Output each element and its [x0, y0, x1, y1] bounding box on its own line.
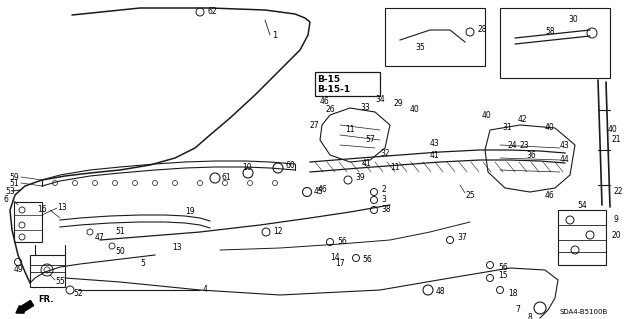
- Text: 2: 2: [381, 184, 386, 194]
- Text: 13: 13: [172, 242, 182, 251]
- Text: 25: 25: [465, 190, 475, 199]
- Text: 43: 43: [560, 140, 570, 150]
- Text: 60: 60: [286, 160, 296, 169]
- Text: 26: 26: [325, 106, 335, 115]
- Text: FR.: FR.: [38, 294, 54, 303]
- Text: 55: 55: [55, 278, 65, 286]
- Text: 30: 30: [568, 16, 578, 25]
- Text: 40: 40: [545, 123, 555, 132]
- Text: 3: 3: [381, 196, 386, 204]
- Text: 29: 29: [393, 100, 403, 108]
- Text: 44: 44: [560, 155, 570, 165]
- Text: 24: 24: [508, 140, 518, 150]
- Text: B-15-1: B-15-1: [317, 85, 350, 94]
- Text: 6: 6: [4, 195, 9, 204]
- Text: 43: 43: [430, 138, 440, 147]
- Text: 61: 61: [222, 174, 232, 182]
- Text: 17: 17: [335, 259, 344, 269]
- Text: 36: 36: [526, 151, 536, 160]
- Text: 11: 11: [390, 164, 399, 173]
- Text: 39: 39: [355, 173, 365, 182]
- Text: 56: 56: [337, 238, 347, 247]
- Text: 21: 21: [612, 136, 621, 145]
- Text: 51: 51: [115, 227, 125, 236]
- Text: 49: 49: [13, 265, 23, 275]
- Text: 40: 40: [482, 112, 492, 121]
- Text: 32: 32: [380, 149, 390, 158]
- Text: 15: 15: [498, 271, 508, 279]
- Bar: [315, 72, 380, 96]
- Text: 12: 12: [273, 227, 282, 236]
- Text: 34: 34: [375, 95, 385, 105]
- Text: 47: 47: [95, 234, 105, 242]
- Text: 1: 1: [272, 31, 277, 40]
- Bar: [558, 210, 606, 265]
- Text: 48: 48: [436, 287, 445, 296]
- Text: B-15: B-15: [317, 76, 340, 85]
- Bar: [14, 202, 42, 242]
- Text: 46: 46: [545, 190, 555, 199]
- Bar: [500, 8, 610, 78]
- Text: 41: 41: [430, 151, 440, 160]
- Text: 9: 9: [614, 216, 619, 225]
- Text: 41: 41: [362, 159, 372, 167]
- Text: 54: 54: [577, 201, 587, 210]
- Text: 5: 5: [140, 258, 145, 268]
- Text: 53: 53: [5, 187, 15, 196]
- Text: 58: 58: [545, 27, 555, 36]
- Text: 18: 18: [508, 288, 518, 298]
- Text: 8: 8: [527, 314, 532, 319]
- Text: 38: 38: [381, 205, 390, 214]
- Text: 42: 42: [518, 115, 527, 124]
- Text: 27: 27: [310, 121, 319, 130]
- Text: 14: 14: [330, 254, 340, 263]
- Text: 57: 57: [365, 136, 375, 145]
- Text: 28: 28: [477, 26, 486, 34]
- Text: 56: 56: [498, 263, 508, 272]
- Text: 51: 51: [9, 179, 19, 188]
- Text: 52: 52: [73, 290, 83, 299]
- Text: 40: 40: [410, 106, 420, 115]
- Text: 20: 20: [612, 231, 621, 240]
- Bar: [30, 255, 65, 287]
- Text: SDA4-B5100B: SDA4-B5100B: [560, 309, 608, 315]
- Text: 45: 45: [314, 188, 324, 197]
- Text: 62: 62: [207, 8, 216, 17]
- Text: 16: 16: [37, 205, 47, 214]
- Text: 46: 46: [320, 98, 330, 107]
- Text: 31: 31: [502, 123, 511, 132]
- Text: 19: 19: [185, 207, 195, 217]
- Text: 37: 37: [457, 233, 467, 241]
- Text: 23: 23: [520, 140, 530, 150]
- Text: 56: 56: [362, 256, 372, 264]
- Text: 50: 50: [115, 248, 125, 256]
- Text: 11: 11: [345, 125, 355, 135]
- Text: 22: 22: [614, 188, 623, 197]
- Text: 7: 7: [515, 306, 520, 315]
- Bar: [385, 8, 485, 66]
- Text: 13: 13: [57, 203, 67, 211]
- Text: 40: 40: [608, 125, 618, 135]
- Text: 33: 33: [360, 103, 370, 113]
- Text: 59: 59: [9, 173, 19, 182]
- Text: 10: 10: [242, 164, 252, 173]
- Text: 4: 4: [203, 286, 208, 294]
- FancyArrow shape: [16, 300, 33, 313]
- Text: 46: 46: [318, 186, 328, 195]
- Text: 35: 35: [415, 43, 425, 53]
